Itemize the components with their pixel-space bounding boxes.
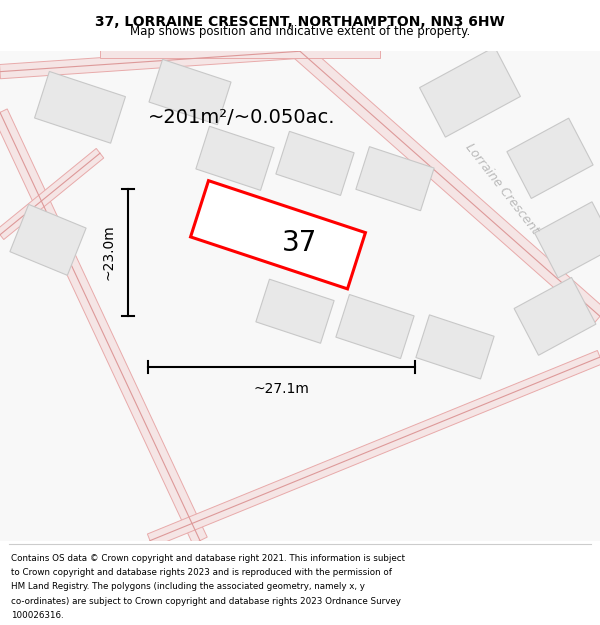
- Text: Lorraine Crescent: Lorraine Crescent: [463, 141, 541, 237]
- Text: Map shows position and indicative extent of the property.: Map shows position and indicative extent…: [130, 26, 470, 39]
- Polygon shape: [416, 315, 494, 379]
- Polygon shape: [356, 147, 434, 211]
- Polygon shape: [419, 47, 520, 137]
- Text: 100026316.: 100026316.: [11, 611, 64, 620]
- Polygon shape: [100, 44, 380, 58]
- Text: HM Land Registry. The polygons (including the associated geometry, namely x, y: HM Land Registry. The polygons (includin…: [11, 582, 365, 591]
- Polygon shape: [336, 294, 414, 359]
- Text: Contains OS data © Crown copyright and database right 2021. This information is : Contains OS data © Crown copyright and d…: [11, 554, 405, 563]
- Text: ~27.1m: ~27.1m: [254, 382, 310, 396]
- Text: ~23.0m: ~23.0m: [102, 225, 116, 281]
- Polygon shape: [191, 181, 365, 289]
- Polygon shape: [514, 278, 596, 355]
- Polygon shape: [35, 71, 125, 143]
- Polygon shape: [196, 126, 274, 191]
- Polygon shape: [10, 204, 86, 276]
- Polygon shape: [0, 109, 207, 544]
- Polygon shape: [294, 44, 600, 323]
- Polygon shape: [256, 279, 334, 343]
- Text: 37: 37: [283, 229, 317, 257]
- Text: co-ordinates) are subject to Crown copyright and database rights 2023 Ordnance S: co-ordinates) are subject to Crown copyr…: [11, 597, 401, 606]
- Text: to Crown copyright and database rights 2023 and is reproduced with the permissio: to Crown copyright and database rights 2…: [11, 568, 392, 578]
- Polygon shape: [535, 202, 600, 278]
- Polygon shape: [0, 44, 301, 79]
- Text: ~201m²/~0.050ac.: ~201m²/~0.050ac.: [148, 108, 335, 127]
- Text: 37, LORRAINE CRESCENT, NORTHAMPTON, NN3 6HW: 37, LORRAINE CRESCENT, NORTHAMPTON, NN3 …: [95, 16, 505, 29]
- Polygon shape: [148, 351, 600, 548]
- Polygon shape: [0, 148, 104, 239]
- Polygon shape: [276, 131, 354, 196]
- Polygon shape: [507, 118, 593, 199]
- Polygon shape: [149, 59, 231, 125]
